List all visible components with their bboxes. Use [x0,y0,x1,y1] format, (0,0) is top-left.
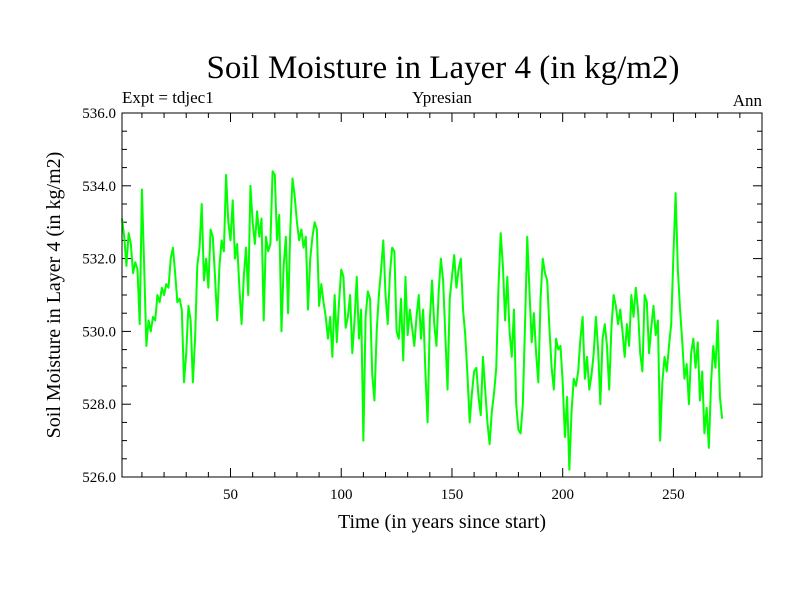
chart-title: Soil Moisture in Layer 4 (in kg/m2) [207,50,680,86]
x-tick-label: 150 [441,487,464,503]
subtitle-left: Expt = tdjec1 [122,88,214,107]
x-tick-label: 250 [662,487,685,503]
tick-labels: 50 100 150 200 250 526.0 528.0 530.0 532.0 534.0 5… [82,106,684,503]
y-axis-label: Soil Moisture in Layer 4 (in kg/m2) [43,152,65,439]
y-tick-label: 534.0 [82,179,116,195]
x-tick-label: 50 [223,487,238,503]
plot-frame [121,112,763,478]
y-tick-label: 536.0 [82,106,116,122]
x-tick-label: 100 [330,487,353,503]
y-tick-label: 528.0 [82,397,116,413]
series-group [121,170,724,471]
x-tick-label: 200 [551,487,574,503]
series-line [121,170,724,471]
subtitle-right: Ann [733,91,763,110]
y-tick-label: 530.0 [82,324,116,340]
axis-ticks [122,112,763,478]
y-tick-label: 526.0 [82,470,116,486]
subtitle-center: Ypresian [412,88,472,107]
y-tick-label: 532.0 [82,252,116,268]
x-axis-label: Time (in years since start) [338,511,546,533]
